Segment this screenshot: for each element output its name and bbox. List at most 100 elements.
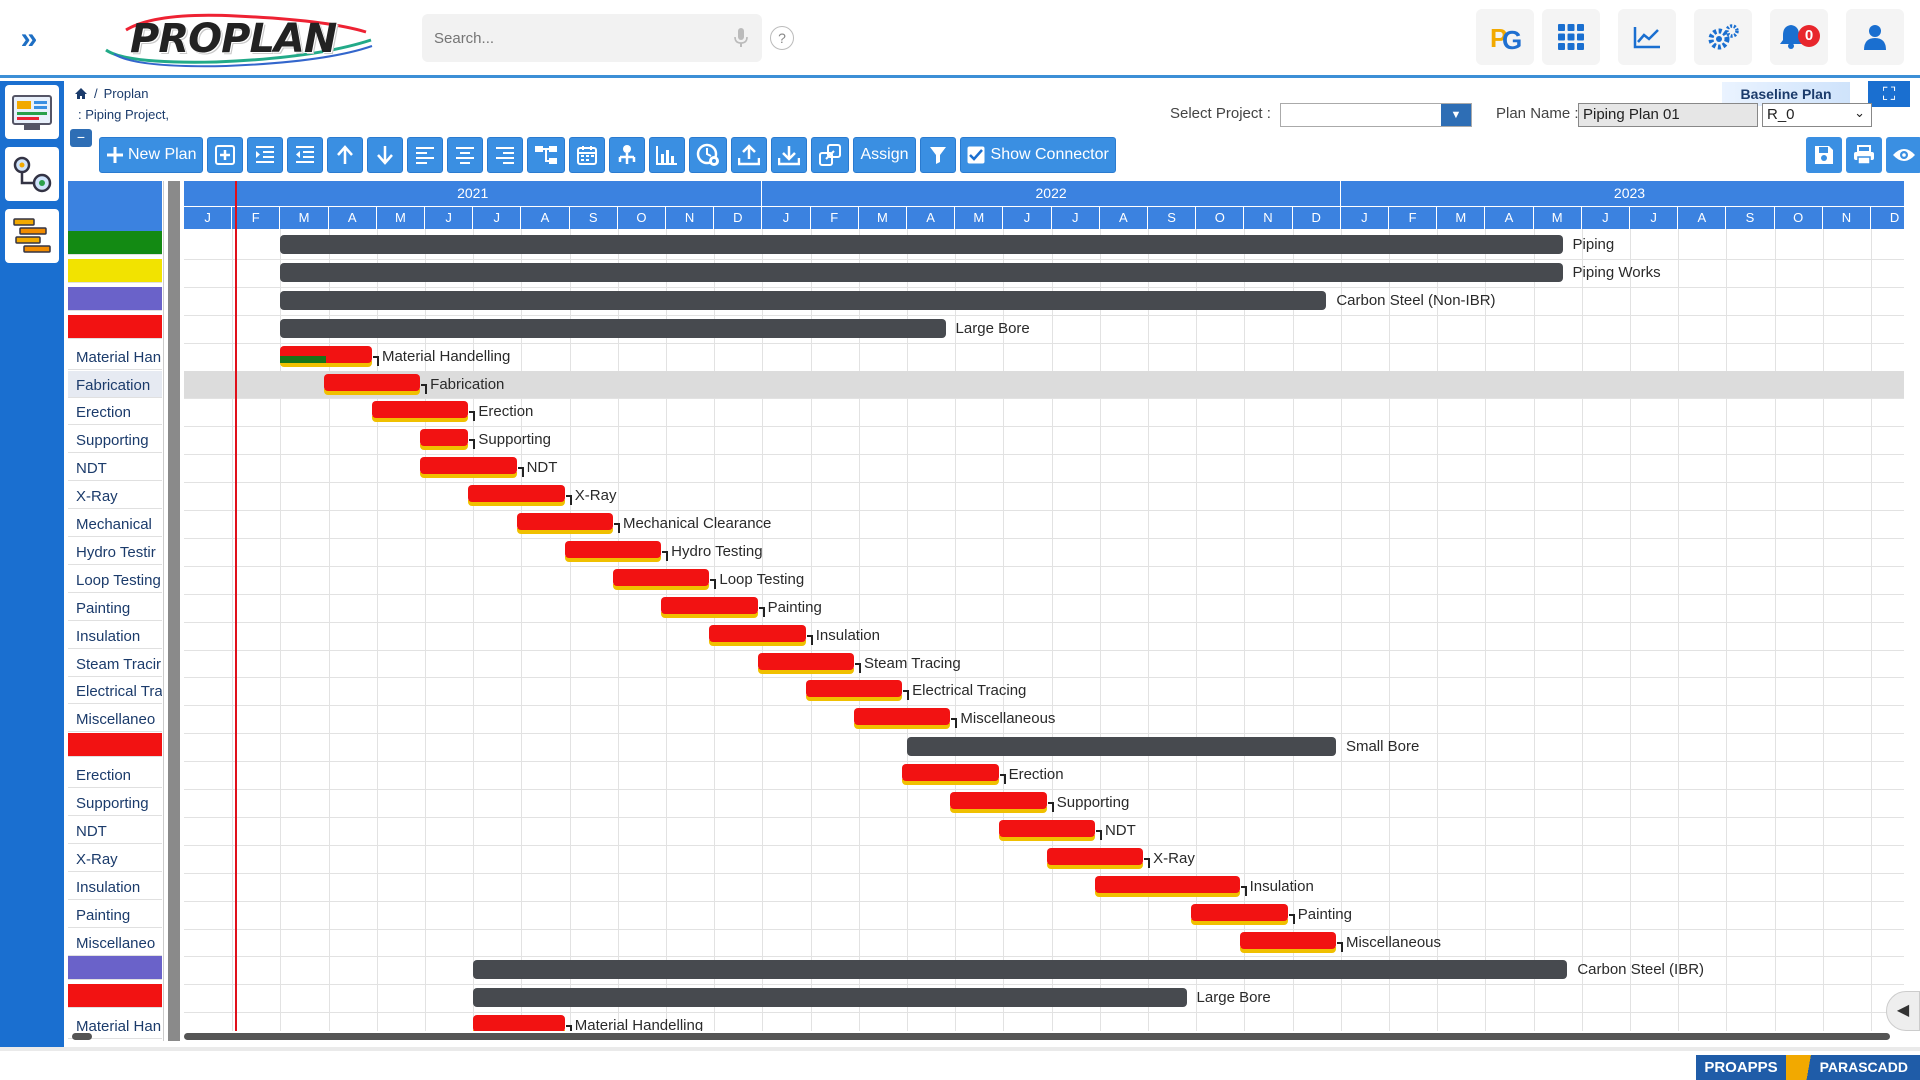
fullscreen-icon[interactable]: ⛶ (1868, 81, 1910, 107)
task-bar[interactable] (323, 373, 428, 395)
task-bar[interactable] (709, 624, 813, 646)
outdent-button[interactable] (287, 137, 324, 173)
move-down-button[interactable] (367, 137, 404, 173)
summary-bar[interactable] (907, 737, 1336, 757)
task-bar[interactable] (516, 513, 620, 534)
home-icon[interactable] (74, 87, 88, 100)
task-name-cell[interactable]: Erection (68, 761, 162, 789)
print-button[interactable] (1846, 137, 1882, 173)
task-name-cell[interactable]: Material Han (68, 343, 162, 370)
task-name-cell[interactable]: Miscellaneo (68, 929, 162, 956)
task-bar[interactable] (805, 680, 910, 702)
summary-bar[interactable] (280, 235, 1563, 254)
task-bar[interactable] (420, 457, 524, 479)
task-name-cell[interactable]: Painting (68, 901, 162, 928)
task-name-cell[interactable] (68, 286, 162, 311)
task-name-cell[interactable]: Supporting (68, 789, 162, 816)
microphone-icon[interactable] (734, 28, 748, 48)
settings-button[interactable] (1694, 9, 1752, 65)
task-name-cell[interactable]: X-Ray (68, 845, 162, 872)
resource-button[interactable] (609, 137, 646, 173)
parascadd-brand[interactable]: PARASCADD (1786, 1055, 1920, 1080)
task-name-cell[interactable]: Steam Tracir (68, 650, 162, 677)
horizontal-scrollbar[interactable] (184, 1033, 1890, 1040)
help-icon[interactable]: ? (770, 26, 794, 50)
task-name-cell[interactable]: NDT (68, 817, 162, 844)
task-name-cell[interactable]: Mechanical (68, 510, 162, 537)
task-bar[interactable] (757, 652, 861, 674)
add-task-button[interactable] (207, 137, 244, 173)
task-name-cell[interactable] (68, 733, 162, 758)
assign-button[interactable]: Assign (853, 137, 916, 173)
save-button[interactable] (1806, 137, 1842, 173)
task-name-cell[interactable] (68, 314, 162, 339)
task-name-cell[interactable]: Material Han (68, 1012, 162, 1040)
task-bar[interactable] (1239, 931, 1343, 953)
link-tasks-button[interactable] (811, 137, 850, 173)
left-column-scrollbar[interactable] (72, 1033, 92, 1040)
revision-select[interactable]: R_0 ⌄ (1762, 103, 1872, 127)
summary-bar[interactable] (473, 988, 1187, 1008)
task-bar[interactable] (468, 485, 572, 507)
task-bar[interactable] (998, 819, 1102, 841)
rail-workflow-button[interactable] (5, 147, 59, 201)
summary-bar[interactable] (280, 262, 1563, 282)
search-input[interactable] (434, 14, 724, 62)
task-bar[interactable] (371, 401, 476, 423)
indent-button[interactable] (247, 137, 284, 173)
import-button[interactable] (771, 137, 808, 173)
clock-settings-button[interactable] (689, 137, 728, 173)
new-plan-button[interactable]: New Plan (99, 137, 204, 173)
collapse-panel-icon[interactable]: ◀ (1886, 991, 1920, 1031)
rail-gantt-button[interactable] (5, 209, 59, 263)
task-name-cell[interactable] (68, 231, 162, 255)
pg-app-button[interactable]: P G (1476, 9, 1534, 65)
task-bar[interactable] (564, 540, 669, 562)
hierarchy-button[interactable] (527, 137, 566, 173)
task-bar[interactable] (902, 764, 1006, 786)
panel-splitter[interactable] (168, 181, 180, 1041)
apps-grid-button[interactable] (1542, 9, 1600, 65)
task-bar[interactable] (612, 568, 717, 590)
breadcrumb-proplan[interactable]: Proplan (103, 85, 149, 101)
rail-dashboard-button[interactable] (5, 85, 59, 139)
task-name-cell[interactable] (68, 984, 162, 1009)
summary-bar[interactable] (473, 960, 1568, 980)
calendar-button[interactable] (569, 137, 606, 173)
expand-sidebar-icon[interactable]: » (20, 22, 38, 55)
plan-name-field[interactable]: Piping Plan 01 (1578, 103, 1758, 127)
summary-bar[interactable] (280, 290, 1327, 310)
align-left-button[interactable] (407, 137, 444, 173)
task-name-cell[interactable]: Miscellaneo (68, 705, 162, 733)
task-name-cell[interactable] (68, 956, 162, 981)
align-right-button[interactable] (487, 137, 524, 173)
export-button[interactable] (731, 137, 768, 173)
task-bar[interactable] (473, 1015, 572, 1031)
move-up-button[interactable] (327, 137, 364, 173)
summary-bar[interactable] (280, 318, 946, 338)
proapps-brand[interactable]: PROAPPS (1696, 1055, 1786, 1080)
analytics-button[interactable] (1618, 9, 1676, 65)
histogram-button[interactable] (649, 137, 686, 173)
task-name-cell[interactable]: X-Ray (68, 482, 162, 510)
task-name-cell[interactable]: Supporting (68, 426, 162, 454)
task-bar[interactable] (1046, 847, 1151, 869)
show-connector-toggle[interactable]: Show Connector (959, 137, 1116, 173)
app-logo[interactable]: PROPLAN (96, 10, 376, 68)
task-name-cell[interactable]: Insulation (68, 873, 162, 900)
task-bar[interactable] (950, 792, 1054, 813)
task-bar[interactable] (1191, 903, 1295, 925)
filter-button[interactable] (919, 137, 956, 173)
chevron-down-icon[interactable]: ▼ (1441, 104, 1471, 126)
task-bar[interactable] (420, 429, 476, 451)
checkbox-checked-icon[interactable] (967, 146, 985, 164)
task-name-cell[interactable]: Insulation (68, 622, 162, 649)
task-name-cell[interactable]: Electrical Tra (68, 677, 162, 705)
task-bar[interactable] (280, 345, 379, 367)
task-name-cell[interactable]: Loop Testing (68, 566, 162, 593)
task-name-cell[interactable]: Hydro Testir (68, 538, 162, 565)
align-center-button[interactable] (447, 137, 484, 173)
notifications-button[interactable]: 0 (1770, 9, 1828, 65)
search-box[interactable] (422, 14, 762, 62)
task-name-cell[interactable]: Erection (68, 398, 162, 426)
